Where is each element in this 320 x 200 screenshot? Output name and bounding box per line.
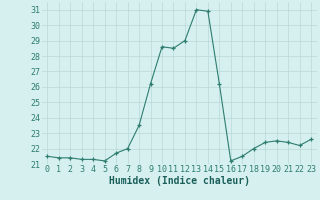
X-axis label: Humidex (Indice chaleur): Humidex (Indice chaleur)	[109, 176, 250, 186]
